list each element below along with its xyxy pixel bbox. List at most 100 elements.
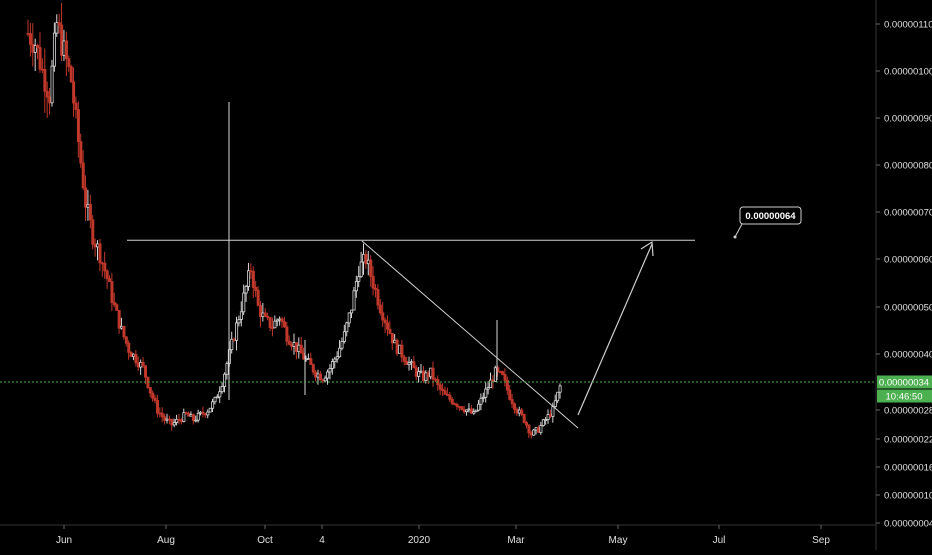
price-tick-label: 0.00000004: [884, 519, 932, 530]
candle-body: [335, 356, 339, 360]
candle-body: [362, 253, 366, 263]
candle-body: [244, 286, 248, 294]
price-tick-label: 0.00000060: [884, 255, 932, 266]
candle-body: [338, 347, 342, 358]
price-label-callout[interactable]: 0.00000064: [733, 206, 802, 239]
candle-body: [285, 326, 289, 342]
time-axis[interactable]: Jun Aug Oct 4 2020 Mar May Jul Sep: [56, 525, 830, 546]
price-tick-label: 0.00000100: [884, 67, 932, 78]
candle-body: [498, 370, 502, 373]
time-tick-label: 4: [319, 535, 325, 546]
candle-body: [393, 339, 397, 344]
candle-body: [28, 33, 32, 45]
candle-body: [364, 253, 368, 265]
candle-body: [76, 109, 80, 143]
price-axis[interactable]: 0.00000110 0.00000100 0.00000090 0.00000080…: [876, 20, 932, 530]
candle-body: [539, 425, 543, 433]
candle-body: [117, 309, 121, 329]
current-price-value: 0.00000034: [879, 377, 929, 388]
candle-body: [340, 341, 344, 349]
candle-body: [96, 243, 100, 248]
target-arrow-shaft[interactable]: [577, 243, 653, 416]
candle-body: [134, 353, 138, 364]
candle-body: [426, 372, 430, 378]
candle-body: [551, 406, 555, 417]
candle-body: [417, 371, 421, 377]
candle-body: [206, 411, 210, 416]
price-tick-label: 0.00000110: [884, 20, 932, 31]
candle-body: [153, 397, 157, 401]
candle-body: [467, 408, 471, 411]
candle-body: [43, 68, 47, 92]
candle-body: [132, 353, 136, 357]
candle-body: [33, 45, 37, 53]
candle-body: [220, 386, 224, 393]
candle-body: [223, 373, 227, 387]
candle-body: [433, 378, 437, 381]
price-tick-label: 0.00000028: [884, 406, 932, 417]
candle-body: [328, 368, 332, 373]
candle-body: [477, 403, 481, 411]
candle-body: [88, 203, 92, 221]
descending-trendline[interactable]: [361, 240, 579, 429]
price-tick-label: 0.00000070: [884, 208, 932, 219]
candle-body: [60, 24, 64, 56]
candle-body: [515, 408, 519, 414]
candle-body: [129, 352, 133, 357]
candle-body: [424, 372, 428, 381]
candle-body: [400, 344, 404, 358]
candle-body: [189, 414, 193, 417]
candle-body: [398, 344, 402, 354]
candle-body: [191, 414, 195, 421]
candle-body: [261, 312, 265, 318]
candle-body: [211, 401, 215, 409]
price-tick-label: 0.00000010: [884, 491, 932, 502]
candle-body: [419, 370, 423, 373]
candle-body: [553, 400, 557, 408]
candle-body: [69, 66, 73, 83]
price-label-pointer: [734, 223, 743, 238]
time-tick-label: Sep: [812, 535, 830, 546]
drawing-layer[interactable]: [127, 239, 695, 429]
candlestick-series: [26, 2, 562, 439]
candle-body: [414, 367, 418, 377]
candle-body: [316, 373, 320, 378]
candle-body: [350, 309, 354, 314]
candle-body: [441, 388, 445, 392]
candle-body: [326, 371, 330, 379]
candle-body: [139, 361, 143, 368]
candle-body: [357, 276, 361, 282]
candle-body: [517, 409, 521, 414]
candle-body: [556, 391, 560, 402]
candle-body: [81, 162, 85, 189]
time-tick-label: 2020: [408, 535, 431, 546]
candle-body: [213, 396, 217, 403]
candle-body: [460, 406, 464, 410]
candle-body: [383, 319, 387, 324]
candle-body: [115, 304, 119, 311]
price-label-box[interactable]: [739, 206, 802, 225]
candle-body: [491, 379, 495, 382]
candle-body: [218, 391, 222, 398]
candle-body: [534, 427, 538, 431]
candle-body: [366, 259, 370, 265]
candle-body: [151, 392, 155, 399]
candle-body: [469, 408, 473, 414]
candle-body: [182, 412, 186, 422]
candle-body: [242, 292, 246, 313]
candle-body: [378, 304, 382, 314]
candle-body: [402, 356, 406, 362]
candle-body: [108, 278, 112, 283]
candle-body: [278, 318, 282, 321]
candle-body: [321, 379, 325, 382]
candle-body: [165, 418, 169, 421]
candle-body: [386, 322, 390, 330]
candle-body: [179, 419, 183, 422]
candle-body: [122, 325, 126, 338]
candle-body: [342, 331, 346, 342]
candle-body: [371, 276, 375, 289]
candle-body: [558, 385, 562, 393]
candle-body: [522, 414, 526, 423]
